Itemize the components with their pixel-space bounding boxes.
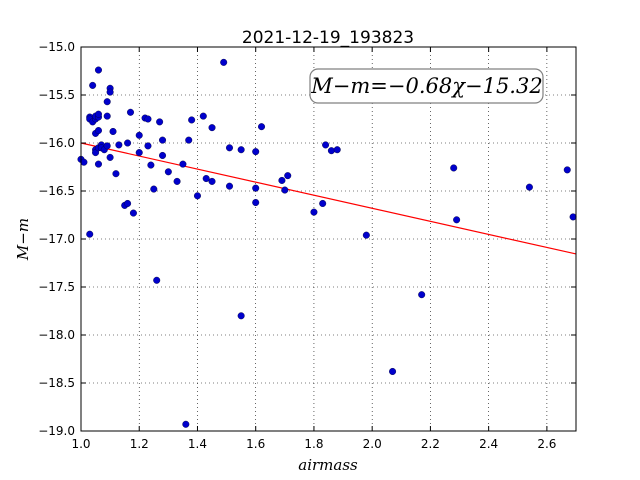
y-tick-label: −16.0	[38, 136, 75, 150]
data-point	[188, 116, 196, 124]
data-point	[94, 66, 102, 74]
data-point	[225, 144, 233, 152]
data-point	[182, 420, 190, 428]
data-point	[112, 170, 120, 178]
y-tick-label: −16.5	[38, 184, 75, 198]
y-tick-label: −17.0	[38, 232, 75, 246]
data-point	[319, 199, 327, 207]
data-point	[103, 142, 111, 150]
data-point	[86, 230, 94, 238]
data-point	[144, 142, 152, 150]
data-point	[106, 88, 114, 96]
data-point	[126, 108, 134, 116]
x-tick-label: 2.4	[479, 437, 498, 451]
data-points	[77, 58, 577, 428]
data-point	[153, 276, 161, 284]
data-point	[106, 153, 114, 161]
fit-annotation: M−m=−0.68χ−15.32	[309, 68, 544, 104]
x-tick-label: 1.2	[130, 437, 149, 451]
x-tick-label: 1.6	[246, 437, 265, 451]
data-point	[278, 176, 286, 184]
data-point	[220, 58, 228, 66]
data-point	[450, 164, 458, 172]
chart-title: 2021-12-19_193823	[242, 28, 414, 48]
data-point	[159, 136, 167, 144]
data-point	[124, 139, 132, 147]
data-point	[569, 213, 577, 221]
data-point	[310, 208, 318, 216]
data-point	[199, 112, 207, 120]
data-point	[173, 177, 181, 185]
data-point	[185, 136, 193, 144]
y-tick-label: −18.0	[38, 328, 75, 342]
data-point	[150, 185, 158, 193]
x-tick-label: 1.8	[304, 437, 323, 451]
data-point	[179, 160, 187, 168]
data-point	[156, 118, 164, 126]
x-tick-label: 2.2	[421, 437, 440, 451]
axis-ticks: 1.0 1.2 1.4 1.6 1.8 2.0 2.2 2.4 2.6 −15.0 −15.5 −16…	[38, 40, 576, 451]
data-point	[333, 146, 341, 154]
data-point	[103, 112, 111, 120]
data-point	[109, 127, 117, 135]
data-point	[94, 160, 102, 168]
x-axis-label: airmass	[298, 456, 358, 474]
y-tick-label: −19.0	[38, 424, 75, 438]
fit-line	[80, 142, 577, 255]
y-tick-label: −15.0	[38, 40, 75, 54]
y-tick-label: −15.5	[38, 88, 75, 102]
y-tick-label: −18.5	[38, 376, 75, 390]
data-point	[135, 149, 143, 157]
y-tick-label: −17.5	[38, 280, 75, 294]
data-point	[144, 115, 152, 123]
data-point	[115, 141, 123, 149]
data-point	[453, 216, 461, 224]
data-point	[258, 123, 266, 131]
data-point	[94, 110, 102, 118]
data-point	[225, 182, 233, 190]
x-tick-label: 2.0	[363, 437, 382, 451]
data-point	[159, 151, 167, 159]
data-point	[237, 146, 245, 154]
y-axis-label: M−m	[14, 218, 32, 261]
data-point	[129, 209, 137, 217]
data-point	[147, 161, 155, 169]
data-point	[322, 141, 330, 149]
data-point	[237, 312, 245, 320]
data-point	[252, 199, 260, 207]
data-point	[525, 183, 533, 191]
data-point	[389, 367, 397, 375]
data-point	[563, 166, 571, 174]
data-point	[135, 131, 143, 139]
data-point	[208, 177, 216, 185]
x-tick-label: 2.6	[537, 437, 556, 451]
data-point	[89, 81, 97, 89]
data-point	[252, 184, 260, 192]
data-point	[284, 172, 292, 180]
data-point	[124, 199, 132, 207]
data-point	[281, 186, 289, 194]
data-point	[94, 127, 102, 135]
data-point	[362, 231, 370, 239]
data-point	[103, 98, 111, 106]
data-point	[327, 147, 335, 155]
x-tick-label: 1.0	[71, 437, 90, 451]
data-point	[418, 291, 426, 299]
data-point	[252, 148, 260, 156]
fit-line-group	[80, 142, 577, 255]
data-point	[208, 124, 216, 132]
data-point	[80, 158, 88, 166]
annotation-text: M−m=−0.68χ−15.32	[310, 74, 542, 98]
x-tick-label: 1.4	[188, 437, 207, 451]
data-point	[202, 175, 210, 183]
data-point	[164, 168, 172, 176]
data-point	[193, 192, 201, 200]
annotation-box	[309, 68, 544, 104]
